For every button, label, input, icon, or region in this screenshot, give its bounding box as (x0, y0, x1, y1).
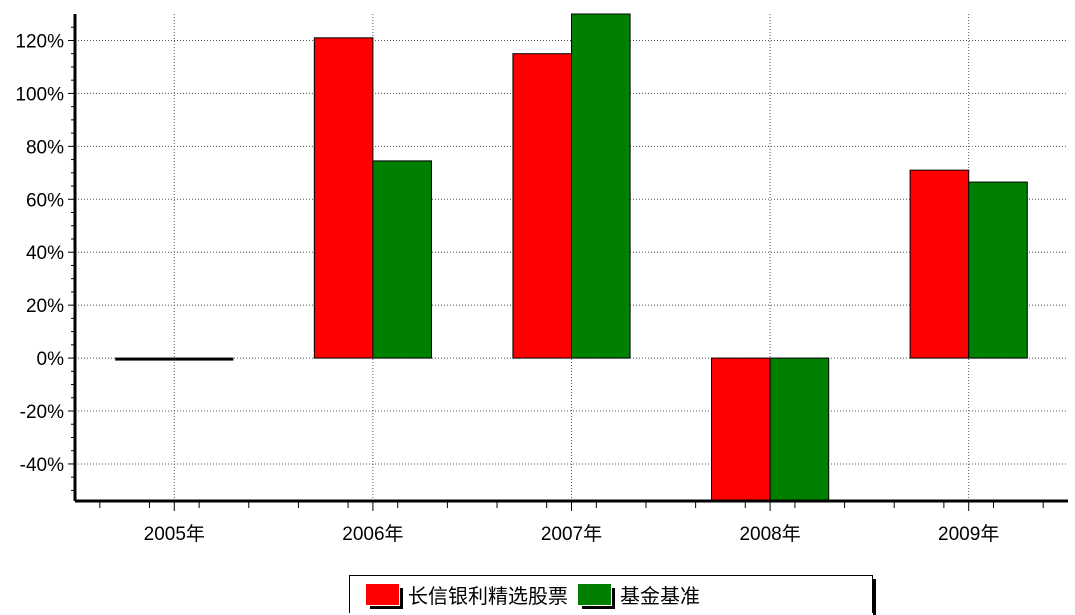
legend-label-series-2: 基金基准 (620, 584, 700, 608)
y-tick-labels: -40% -20% 0% 20% 40% 60% 80% 100% 120% (15, 31, 64, 475)
axes (68, 14, 1068, 511)
x-tick-label: 2006年 (342, 523, 403, 545)
y-tick-label: -40% (20, 455, 64, 476)
x-tick-label: 2008年 (739, 523, 800, 545)
legend-label-series-1: 长信银利精选股票 (408, 584, 568, 608)
y-tick-label: 120% (15, 31, 64, 52)
bar-2-2009年 (968, 181, 1028, 359)
y-tick-label: 0% (37, 349, 65, 370)
bar-2-2006年 (372, 160, 432, 359)
x-tick-label: 2005年 (144, 523, 205, 545)
y-tick-label: -20% (20, 402, 64, 423)
y-tick-label: 40% (26, 243, 64, 264)
y-tick-label: 20% (26, 296, 64, 317)
bar-1-2009年 (909, 169, 970, 359)
y-tick-label: 60% (26, 190, 64, 211)
legend-swatch-series-2 (578, 584, 615, 609)
y-tick-label: 100% (15, 84, 64, 105)
legend: 长信银利精选股票 基金基准 (349, 575, 876, 615)
bar-1-2006年 (313, 37, 374, 359)
x-tick-label: 2009年 (938, 523, 999, 545)
legend-swatch-series-1 (366, 584, 403, 609)
x-tick-label: 2007年 (541, 523, 602, 545)
bar-2-2008年 (769, 357, 830, 501)
y-tick-label: 80% (26, 137, 64, 158)
bar-1-2005年 (115, 357, 175, 361)
bar-1-2007年 (512, 53, 573, 359)
bar-1-2008年 (711, 357, 771, 501)
bar-2-2007年 (571, 13, 631, 359)
bars (115, 13, 1028, 501)
legend-item-series-2: 基金基准 (578, 580, 700, 609)
x-tick-labels: 2005年 2006年 2007年 2008年 2009年 (144, 523, 1000, 545)
bar-2-2005年 (173, 357, 234, 361)
legend-item-series-1: 长信银利精选股票 (366, 580, 568, 609)
